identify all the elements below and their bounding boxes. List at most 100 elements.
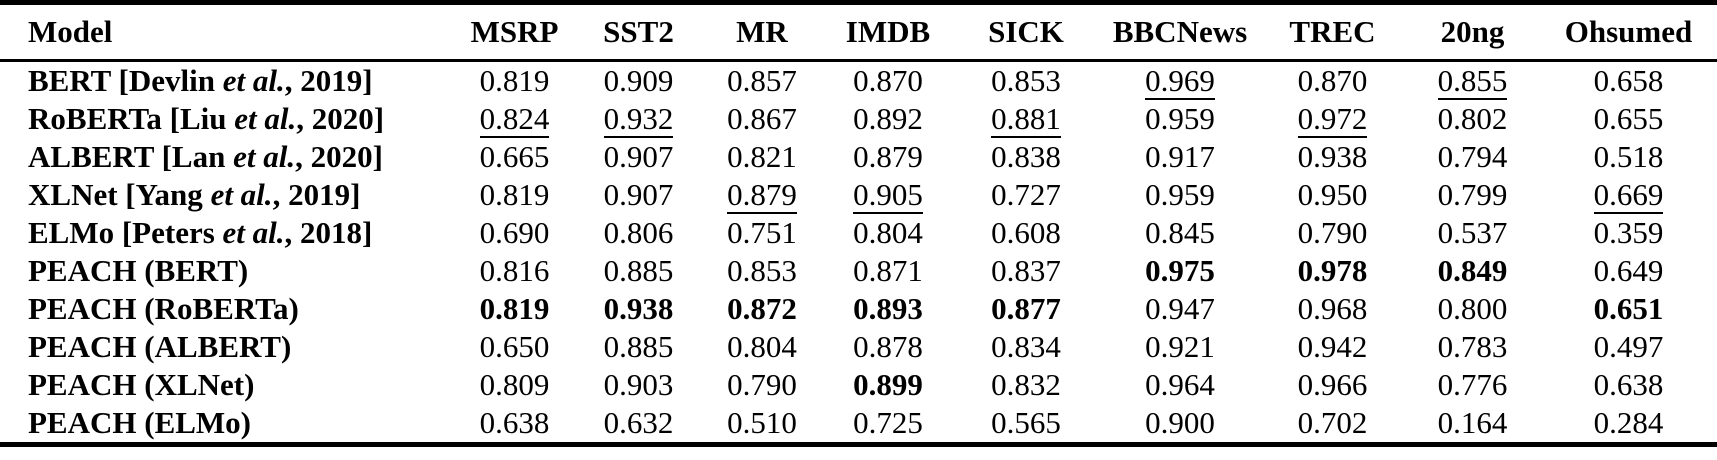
value-cell: 0.832 [952, 366, 1100, 404]
metric-value: 0.885 [603, 253, 674, 288]
metric-value: 0.907 [603, 177, 674, 212]
value-cell: 0.284 [1540, 404, 1717, 445]
column-header-trec: TREC [1260, 2, 1405, 62]
metric-value: 0.900 [1145, 405, 1215, 440]
metric-value: 0.877 [991, 291, 1061, 326]
metric-value: 0.837 [991, 253, 1061, 288]
model-name-cell: ALBERT [Lan et al., 2020] [28, 139, 383, 174]
value-cell: 0.905 [824, 176, 952, 214]
metric-value: 0.899 [853, 367, 923, 402]
value-cell: 0.819 [452, 290, 577, 328]
metric-value: 0.903 [603, 367, 674, 402]
value-cell: 0.638 [1540, 366, 1717, 404]
value-cell: 0.892 [824, 100, 952, 138]
metric-value: 0.838 [991, 139, 1061, 174]
value-cell: 0.968 [1260, 290, 1405, 328]
value-cell: 0.853 [952, 61, 1100, 101]
metric-value: 0.921 [1145, 329, 1215, 364]
value-cell: 0.899 [824, 366, 952, 404]
value-cell: 0.938 [1260, 138, 1405, 176]
value-cell: 0.845 [1100, 214, 1260, 252]
value-cell: 0.969 [1100, 61, 1260, 100]
citation-etal: et al. [222, 215, 285, 250]
model-name-cell: RoBERTa [Liu et al., 2020] [28, 101, 385, 136]
value-cell: 0.638 [452, 404, 577, 445]
model-name-cell: PEACH (RoBERTa) [28, 291, 299, 326]
metric-value: 0.638 [479, 405, 550, 440]
value-cell: 0.794 [1405, 138, 1540, 176]
value-cell: 0.537 [1405, 214, 1540, 252]
metric-value: 0.359 [1593, 215, 1664, 250]
value-cell: 0.872 [700, 290, 824, 328]
value-cell: 0.164 [1405, 404, 1540, 445]
metric-value: 0.975 [1145, 253, 1215, 288]
metric-value: 0.665 [479, 139, 550, 174]
metric-value: 0.638 [1593, 367, 1664, 402]
value-cell: 0.885 [577, 252, 700, 290]
value-cell: 0.877 [952, 290, 1100, 328]
metric-value: 0.690 [479, 215, 550, 250]
table-row: ALBERT [Lan et al., 2020] 0.665 0.907 0.821… [0, 138, 1717, 176]
value-cell: 0.725 [824, 404, 952, 445]
value-cell: 0.966 [1260, 366, 1405, 404]
metric-value: 0.702 [1297, 405, 1368, 440]
metric-value: 0.565 [991, 405, 1061, 440]
citation-etal: et al. [222, 63, 285, 98]
metric-value: 0.907 [603, 139, 674, 174]
model-name-cell: PEACH (ALBERT) [28, 329, 292, 364]
value-cell: 0.608 [952, 214, 1100, 252]
metric-value: 0.790 [727, 367, 797, 402]
value-cell: 0.669 [1540, 176, 1717, 214]
metric-value: 0.819 [479, 177, 550, 212]
value-cell: 0.950 [1260, 176, 1405, 214]
value-cell: 0.819 [452, 61, 577, 101]
value-cell: 0.900 [1100, 404, 1260, 445]
value-cell: 0.518 [1540, 138, 1717, 176]
column-header-bbcnews: BBCNews [1100, 2, 1260, 62]
table-row: RoBERTa [Liu et al., 2020] 0.824 0.932 0.86… [0, 100, 1717, 138]
metric-value: 0.819 [479, 291, 550, 326]
metric-value: 0.816 [479, 253, 550, 288]
value-cell: 0.855 [1405, 61, 1540, 100]
metric-value: 0.800 [1437, 291, 1508, 326]
value-cell: 0.799 [1405, 176, 1540, 214]
metric-value: 0.950 [1297, 177, 1368, 212]
metric-value: 0.867 [727, 101, 797, 136]
value-cell: 0.881 [952, 100, 1100, 138]
value-cell: 0.655 [1540, 100, 1717, 138]
metric-value: 0.871 [853, 253, 923, 288]
value-cell: 0.816 [452, 252, 577, 290]
metric-value: 0.959 [1145, 101, 1215, 136]
column-header-sst2: SST2 [577, 2, 700, 62]
value-cell: 0.800 [1405, 290, 1540, 328]
metric-value: 0.892 [853, 101, 923, 136]
table-row: BERT [Devlin et al., 2019] 0.819 0.909 0.85… [0, 61, 1717, 101]
citation-etal: et al. [234, 101, 297, 136]
metric-value: 0.497 [1593, 329, 1664, 364]
metric-value: 0.802 [1437, 101, 1508, 136]
metric-value: 0.804 [853, 215, 923, 250]
metric-value: 0.751 [727, 215, 797, 250]
metric-value: 0.972 [1297, 101, 1368, 138]
value-cell: 0.727 [952, 176, 1100, 214]
metric-value: 0.650 [479, 329, 550, 364]
value-cell: 0.665 [452, 138, 577, 176]
value-cell: 0.909 [577, 61, 700, 101]
metric-value: 0.893 [853, 291, 923, 326]
value-cell: 0.776 [1405, 366, 1540, 404]
value-cell: 0.649 [1540, 252, 1717, 290]
metric-value: 0.518 [1593, 139, 1664, 174]
value-cell: 0.837 [952, 252, 1100, 290]
table-row: PEACH (XLNet) 0.809 0.903 0.790 0.899 0.832 0.… [0, 366, 1717, 404]
model-name-cell: ELMo [Peters et al., 2018] [28, 215, 373, 250]
metric-value: 0.669 [1593, 177, 1664, 214]
value-cell: 0.658 [1540, 61, 1717, 101]
metric-value: 0.879 [853, 139, 923, 174]
table-row: PEACH (BERT) 0.816 0.885 0.853 0.871 0.837 0.9… [0, 252, 1717, 290]
value-cell: 0.921 [1100, 328, 1260, 366]
results-table: Model MSRP SST2 MR IMDB SICK BBCNews TREC 20ng Oh… [0, 0, 1717, 447]
metric-value: 0.964 [1145, 367, 1215, 402]
metric-value: 0.776 [1437, 367, 1508, 402]
value-cell: 0.821 [700, 138, 824, 176]
metric-value: 0.783 [1437, 329, 1508, 364]
